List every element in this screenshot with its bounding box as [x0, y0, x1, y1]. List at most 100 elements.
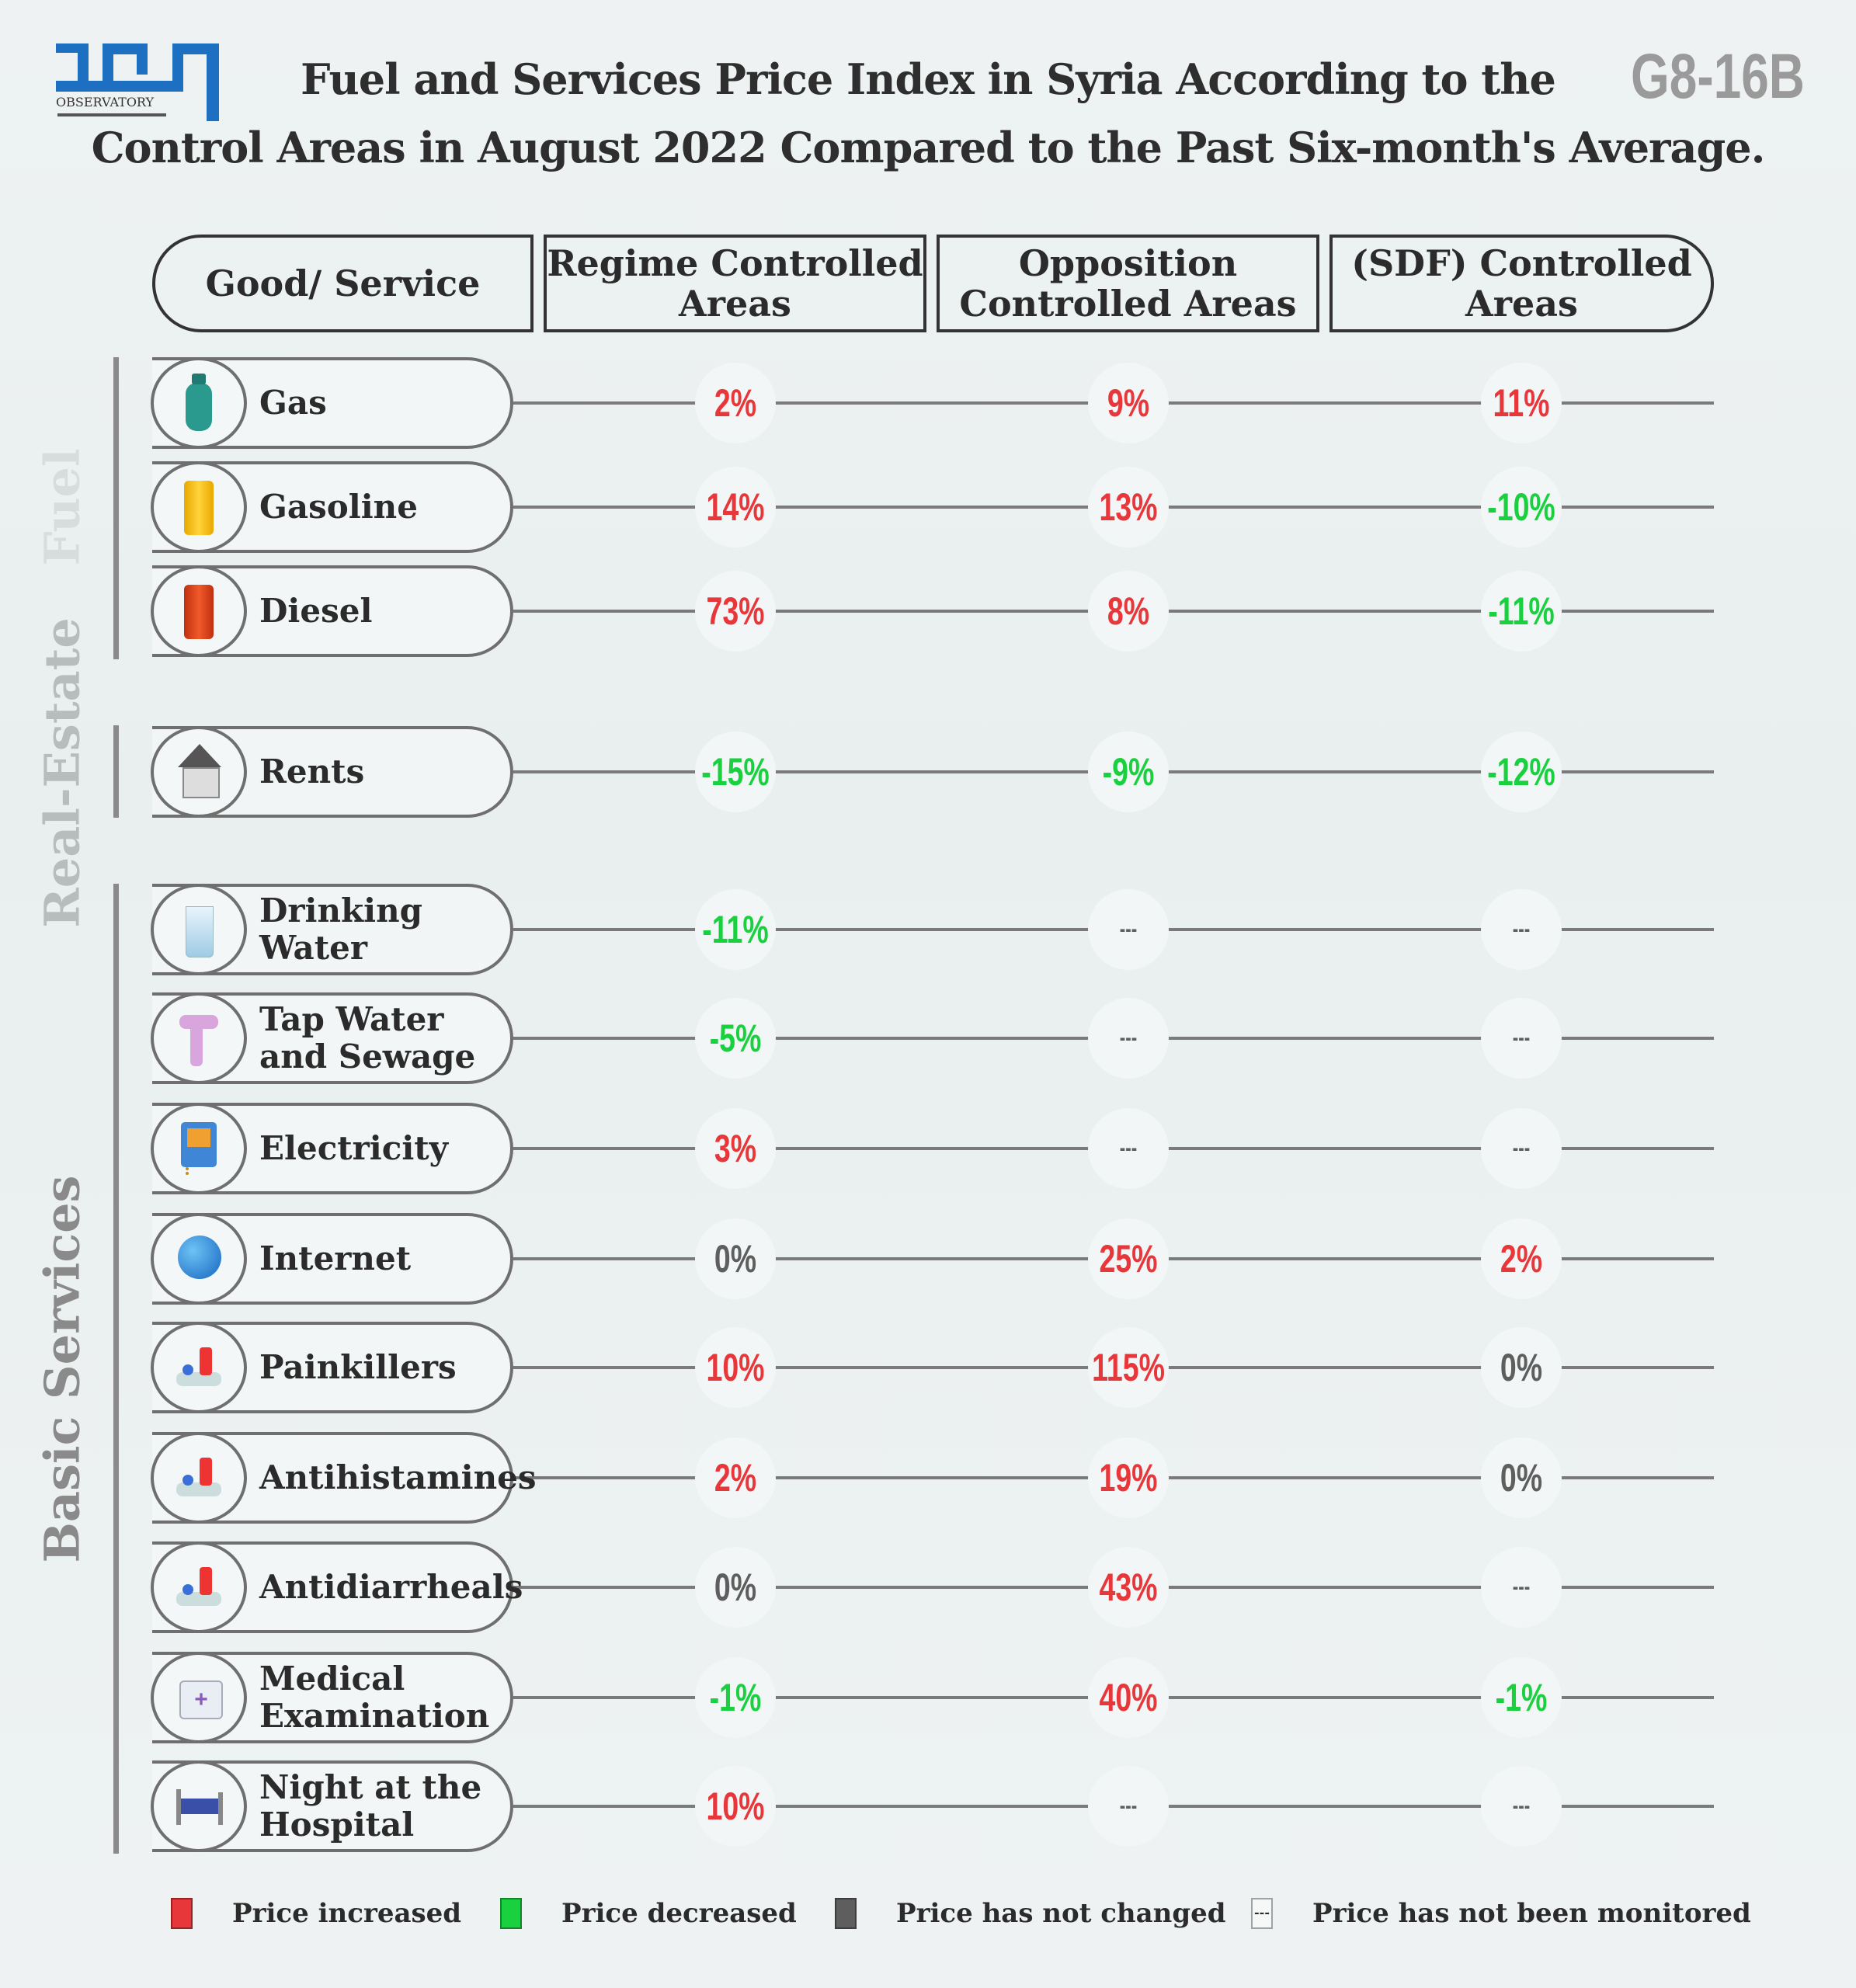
legend-swatch-not-monitored: ---: [1251, 1898, 1273, 1929]
row-icon-circle: [151, 1322, 247, 1413]
row-label-antidiarrheals: Antidiarrheals: [259, 1568, 523, 1606]
value-circle: [1088, 363, 1169, 443]
row-label-night-at-the-hospital: Night at the Hospital: [259, 1768, 482, 1844]
value-circle: [695, 1547, 776, 1628]
value-tap-water-and-sewage-sdf: ---: [1512, 1025, 1531, 1051]
value-circle: [695, 998, 776, 1079]
infographic-code: G8-16B: [1631, 41, 1805, 112]
legend-label-unchanged: Price has not changed: [896, 1898, 1226, 1929]
value-rents-opposition: -9%: [1102, 750, 1155, 794]
column-header-regime: Regime Controlled Areas: [544, 235, 926, 332]
row-label-diesel: Diesel: [259, 592, 373, 630]
section-label-basic-services: Basic Services: [33, 1175, 91, 1563]
value-night-at-the-hospital-opposition: ---: [1119, 1793, 1138, 1819]
column-header-good-service: Good/ Service: [152, 235, 534, 332]
value-internet-sdf: 2%: [1500, 1237, 1543, 1281]
column-header-sdf: (SDF) Controlled Areas: [1329, 235, 1714, 332]
value-drinking-water-opposition: ---: [1119, 916, 1138, 942]
legend-label-not-monitored: Price has not been monitored: [1312, 1898, 1751, 1929]
value-circle: [695, 732, 776, 812]
value-circle: [695, 1437, 776, 1518]
value-circle: [1088, 1766, 1169, 1847]
value-gasoline-opposition: 13%: [1099, 485, 1158, 529]
value-electricity-opposition: ---: [1119, 1135, 1138, 1161]
row-label-electricity: Electricity: [259, 1129, 449, 1167]
value-drinking-water-regime: -11%: [702, 908, 769, 951]
value-medical-examination-regime: -1%: [709, 1676, 762, 1719]
value-circle: [1088, 1218, 1169, 1299]
value-electricity-sdf: ---: [1512, 1135, 1531, 1161]
value-circle: [695, 467, 776, 547]
row-label-internet: Internet: [259, 1239, 412, 1277]
value-circle: [1088, 1547, 1169, 1628]
value-circle: [1088, 1657, 1169, 1738]
value-gas-regime: 2%: [714, 381, 757, 425]
section-bar-fuel: [113, 357, 119, 659]
value-painkillers-sdf: 0%: [1500, 1346, 1543, 1389]
value-circle: [1481, 363, 1562, 443]
value-internet-regime: 0%: [714, 1237, 757, 1281]
value-diesel-sdf: -11%: [1488, 589, 1555, 633]
row-icon-circle: [151, 565, 247, 657]
value-circle: [1088, 998, 1169, 1079]
legend-label-decrease: Price decreased: [561, 1898, 797, 1929]
value-antidiarrheals-regime: 0%: [714, 1566, 757, 1609]
pills-icon: [172, 1336, 226, 1399]
value-antihistamines-sdf: 0%: [1500, 1456, 1543, 1500]
row-icon-circle: [151, 1541, 247, 1633]
row-label-antihistamines: Antihistamines: [259, 1458, 537, 1496]
row-label-gas: Gas: [259, 384, 327, 422]
hospital-bed-icon: [172, 1775, 226, 1837]
value-circle: [1481, 1437, 1562, 1518]
value-antihistamines-opposition: 19%: [1099, 1456, 1158, 1500]
pills-icon: [172, 1556, 226, 1618]
row-icon-circle: [151, 1760, 247, 1852]
value-night-at-the-hospital-regime: 10%: [706, 1785, 765, 1828]
value-drinking-water-sdf: ---: [1512, 916, 1531, 942]
observatory-logo: OBSERVATORY: [56, 43, 223, 121]
value-circle: [695, 363, 776, 443]
value-medical-examination-opposition: 40%: [1099, 1676, 1158, 1719]
row-icon-circle: [151, 1103, 247, 1194]
title-line-1: Fuel and Services Price Index in Syria A…: [301, 54, 1556, 104]
value-circle: [1481, 571, 1562, 652]
value-circle: [1481, 1108, 1562, 1189]
row-icon-circle: [151, 726, 247, 818]
value-painkillers-regime: 10%: [706, 1346, 765, 1389]
value-tap-water-and-sewage-regime: -5%: [709, 1017, 762, 1060]
gas-cylinder-icon: [172, 372, 226, 434]
value-circle: [1481, 732, 1562, 812]
value-circle: [1088, 1108, 1169, 1189]
section-bar-real-estate: [113, 725, 119, 818]
value-circle: [1481, 889, 1562, 970]
value-gasoline-regime: 14%: [706, 485, 765, 529]
red-barrel-icon: [172, 580, 226, 642]
pipe-icon: [172, 1007, 226, 1069]
value-electricity-regime: 3%: [714, 1127, 757, 1170]
value-antidiarrheals-sdf: ---: [1512, 1574, 1531, 1600]
value-painkillers-opposition: 115%: [1092, 1346, 1165, 1389]
value-antidiarrheals-opposition: 43%: [1099, 1566, 1158, 1609]
value-antihistamines-regime: 2%: [714, 1456, 757, 1500]
medical-kit-icon: +: [172, 1667, 226, 1729]
row-label-rents: Rents: [259, 752, 365, 791]
row-label-medical-examination: Medical Examination: [259, 1660, 490, 1735]
section-bar-basic-services: [113, 884, 119, 1854]
logo-text: OBSERVATORY: [56, 95, 155, 109]
row-icon-circle: [151, 461, 247, 553]
section-label-real-estate: Real-Estate: [33, 617, 91, 928]
row-icon-circle: [151, 1213, 247, 1305]
row-label-gasoline: Gasoline: [259, 488, 418, 526]
value-circle: [695, 1657, 776, 1738]
column-header-opposition: Opposition Controlled Areas: [937, 235, 1319, 332]
yellow-barrel-icon: [172, 476, 226, 538]
value-circle: [695, 571, 776, 652]
legend-label-increase: Price increased: [232, 1898, 462, 1929]
value-diesel-opposition: 8%: [1107, 589, 1150, 633]
value-gasoline-sdf: -10%: [1487, 485, 1555, 529]
water-glass-icon: [172, 898, 226, 961]
value-circle: [1481, 998, 1562, 1079]
value-gas-sdf: 11%: [1493, 381, 1550, 425]
value-rents-sdf: -12%: [1487, 750, 1555, 794]
value-circle: [1088, 1327, 1169, 1408]
